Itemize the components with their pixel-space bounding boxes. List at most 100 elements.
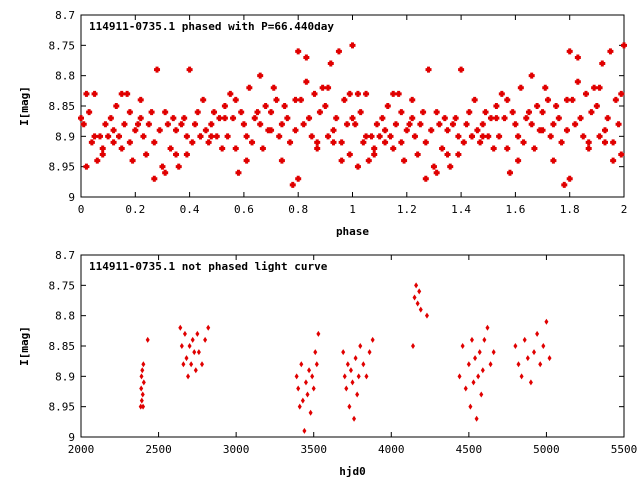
data-point bbox=[270, 84, 277, 91]
data-point bbox=[412, 294, 417, 301]
data-point bbox=[78, 115, 84, 122]
data-point bbox=[140, 133, 147, 140]
data-point bbox=[303, 78, 310, 85]
data-point bbox=[311, 385, 316, 392]
data-point bbox=[496, 133, 503, 140]
data-point bbox=[519, 373, 524, 380]
data-point bbox=[572, 121, 579, 128]
data-point bbox=[457, 373, 462, 380]
data-point bbox=[206, 324, 211, 331]
data-point bbox=[299, 361, 304, 368]
y-tick-label: 8.75 bbox=[49, 279, 76, 292]
data-point bbox=[167, 145, 174, 152]
y-ticks: 8.7 8.75 8.8 8.85 8.9 8.95 9 bbox=[49, 9, 624, 204]
data-point bbox=[353, 355, 358, 362]
x-tick-label: 4000 bbox=[378, 443, 405, 456]
data-point bbox=[278, 121, 285, 128]
data-point bbox=[346, 90, 353, 97]
data-point bbox=[577, 115, 584, 122]
x-tick-label: 3000 bbox=[223, 443, 250, 456]
data-point bbox=[531, 145, 538, 152]
data-point bbox=[139, 397, 144, 404]
data-point bbox=[360, 139, 367, 146]
data-point bbox=[151, 139, 158, 146]
data-point bbox=[468, 403, 473, 410]
data-point bbox=[585, 145, 592, 152]
data-point bbox=[444, 127, 451, 134]
data-point bbox=[137, 96, 144, 103]
data-point bbox=[192, 121, 199, 128]
data-point bbox=[612, 96, 619, 103]
data-point bbox=[196, 349, 201, 356]
data-point bbox=[273, 96, 280, 103]
data-point bbox=[141, 403, 146, 410]
data-point bbox=[99, 151, 106, 158]
data-point bbox=[316, 330, 321, 337]
data-point bbox=[327, 60, 334, 67]
data-point bbox=[596, 84, 603, 91]
data-point bbox=[433, 109, 440, 116]
data-point bbox=[295, 175, 302, 182]
data-point bbox=[303, 379, 308, 386]
data-point bbox=[363, 90, 370, 97]
data-point bbox=[259, 145, 266, 152]
data-point bbox=[249, 139, 256, 146]
data-point bbox=[515, 133, 522, 140]
data-point bbox=[316, 109, 323, 116]
data-point bbox=[202, 127, 209, 134]
data-point bbox=[509, 109, 516, 116]
data-point bbox=[474, 127, 481, 134]
data-point bbox=[314, 139, 321, 146]
data-point bbox=[203, 336, 208, 343]
data-point bbox=[313, 349, 318, 356]
data-point bbox=[593, 103, 600, 109]
data-point bbox=[314, 361, 319, 368]
data-point bbox=[107, 115, 114, 122]
data-point bbox=[135, 121, 142, 128]
data-point bbox=[428, 127, 435, 134]
x-tick-label: 1 bbox=[349, 203, 356, 216]
data-point bbox=[501, 115, 508, 122]
data-point bbox=[137, 115, 144, 122]
data-point bbox=[246, 84, 253, 91]
x-tick-label: 1.2 bbox=[397, 203, 417, 216]
data-point bbox=[471, 96, 478, 103]
data-point bbox=[178, 121, 185, 128]
data-point bbox=[310, 373, 315, 380]
data-point bbox=[141, 379, 146, 386]
data-point bbox=[200, 361, 205, 368]
data-point bbox=[182, 330, 187, 337]
data-point bbox=[544, 318, 549, 325]
data-point bbox=[477, 349, 482, 356]
data-point bbox=[251, 115, 258, 122]
data-point bbox=[361, 361, 366, 368]
data-point bbox=[422, 175, 429, 182]
data-point bbox=[482, 109, 489, 116]
data-point bbox=[455, 151, 462, 158]
data-point bbox=[474, 415, 479, 422]
data-point bbox=[189, 361, 194, 368]
data-point bbox=[411, 133, 418, 140]
data-point bbox=[436, 121, 443, 128]
x-tick-label: 5500 bbox=[611, 443, 638, 456]
data-point bbox=[302, 427, 307, 434]
y-tick-label: 8.7 bbox=[55, 9, 75, 22]
data-point bbox=[179, 343, 184, 349]
data-point bbox=[143, 151, 150, 158]
data-point bbox=[97, 133, 104, 140]
data-point bbox=[162, 109, 169, 116]
data-point bbox=[480, 367, 485, 374]
chart-title: 114911-0735.1 not phased light curve bbox=[89, 260, 328, 273]
x-tick-label: 0 bbox=[78, 203, 85, 216]
data-point bbox=[414, 282, 419, 289]
data-point bbox=[186, 373, 191, 380]
x-ticks: 2000 2500 3000 3500 4000 4500 5000 5500 bbox=[68, 255, 638, 456]
data-point bbox=[538, 361, 543, 368]
data-point bbox=[99, 145, 106, 152]
data-point bbox=[532, 349, 537, 356]
data-point bbox=[300, 397, 305, 404]
data-point bbox=[544, 96, 551, 103]
data-point bbox=[140, 391, 145, 398]
data-point bbox=[615, 121, 622, 128]
